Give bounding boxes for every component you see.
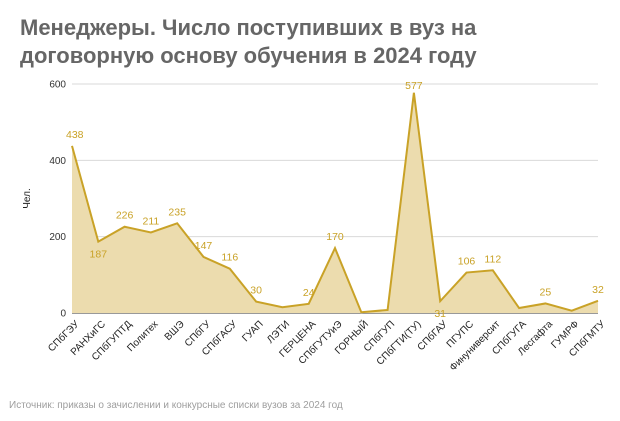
data-label: 147	[195, 240, 213, 252]
data-label: 112	[484, 253, 501, 265]
data-label: 235	[168, 206, 186, 218]
source-note: Источник: приказы о зачислении и конкурс…	[9, 400, 343, 411]
series-line	[71, 92, 599, 314]
data-label: 211	[143, 215, 160, 227]
chart-title: Менеджеры. Число поступивших в вуз на до…	[20, 15, 477, 68]
y-axis-label: Чел.	[22, 188, 33, 209]
data-label: 30	[250, 285, 262, 297]
data-label: 187	[90, 249, 108, 261]
x-tick-label: ВШЭ	[163, 319, 187, 343]
data-label: 31	[434, 308, 446, 320]
data-label: 25	[540, 286, 552, 298]
data-label: 577	[405, 80, 423, 92]
data-label: 106	[458, 256, 476, 268]
data-labels: 438 187 226 211 235 147 116 30 24 170 577 31 106 112 2…	[66, 80, 604, 320]
y-tick-label: 200	[49, 232, 66, 243]
data-label: 170	[326, 231, 344, 243]
data-label: 438	[66, 129, 84, 141]
data-label: 32	[592, 284, 604, 296]
x-tick-label: СПбГАУ	[415, 318, 450, 353]
data-label: 24	[303, 287, 315, 299]
data-label: 116	[221, 252, 238, 264]
y-tick-label: 600	[49, 80, 66, 91]
area-fill	[72, 92, 598, 313]
data-label: 226	[116, 210, 134, 222]
y-tick-label: 400	[49, 156, 66, 167]
y-tick-label: 0	[60, 309, 66, 320]
y-axis-ticks: 0 200 400 600	[49, 80, 66, 320]
x-tick-label: ГУАП	[240, 319, 265, 344]
